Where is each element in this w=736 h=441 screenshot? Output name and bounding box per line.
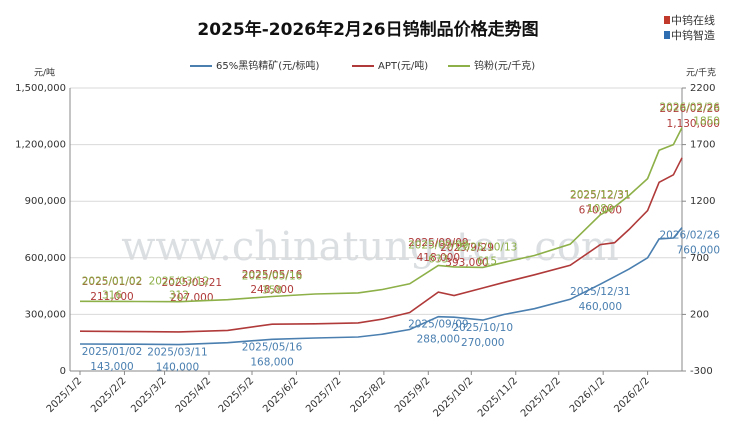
y-axis-label: 元/吨 [34,67,55,79]
y-tick-label: 1,500,000 [15,83,66,94]
annotation-value: 316 [102,289,122,301]
annotation-date: 2025/05/16 [242,271,303,283]
legend-label: APT(元/吨) [378,59,428,72]
annotation-value: 1,130,000 [667,118,720,130]
annotation-value: 358 [262,285,282,297]
annotation-date: 2025/05/16 [242,269,303,281]
annotation-value: 140,000 [156,362,199,374]
series-line [79,227,683,346]
annotation-date: 2025/9/29 [440,242,494,254]
annotation-date: 2025/10/10 [453,322,514,334]
brand-text: 中钨智造 [671,28,715,42]
annotation-date: 2026/02/26 [659,230,720,242]
annotation-date: 2025/12/31 [570,190,631,202]
annotation-value: 615 [477,255,497,267]
legend-label: 钨粉(元/千克) [474,59,535,72]
brand-icon [664,31,670,39]
annotation-date: 2025/09/09 [408,239,469,251]
brand-text: 中钨在线 [671,13,715,27]
annotation-value: 393,000 [445,257,488,269]
y-tick-label: 300,000 [25,309,66,320]
annotation-date: 2025/01/02 [82,275,143,287]
legend-label: 65%黑钨精矿(元/标吨) [216,59,319,72]
annotation-value: 418,000 [417,252,460,264]
annotation-value: 211,000 [90,291,133,303]
annotation-date: 2025/03/12 [149,276,210,288]
y2-tick-label: 200 [690,309,709,320]
annotation-value: 1080 [587,203,614,215]
annotation-date: 2025/10/13 [457,241,518,253]
annotation-value: 670,000 [579,205,622,217]
annotation-value: 248,000 [250,284,293,296]
annotation-date: 2026/02/26 [659,102,720,114]
annotation-value: 760,000 [677,245,720,257]
series-line [79,127,683,303]
series-line [79,157,683,333]
y-tick-label: 1,200,000 [15,140,66,151]
annotation-date: 2025/03/11 [147,347,208,359]
brand-icon [664,16,670,24]
annotation-value: 168,000 [250,356,293,368]
y2-tick-label: 700 [690,253,709,264]
annotation-value: 633 [428,253,448,265]
y2-axis-label: 元/千克 [686,68,716,79]
y-tick-label: 900,000 [25,196,66,207]
annotation-date: 2025/12/31 [570,286,631,298]
y-tick-label: 0 [60,366,66,377]
annotation-date: 2025/09/09 [408,319,469,331]
annotation-value: 312 [169,290,189,302]
y2-tick-label: 1700 [690,140,715,151]
y2-tick-label: -300 [690,366,713,377]
watermark: www.chinatungsten.com [121,224,619,270]
chart-title: 2025年-2026年2月26日钨制品价格走势图 [197,19,538,40]
y2-tick-label: 2200 [690,83,715,94]
annotation-value: 288,000 [417,334,460,346]
annotation-date: 2026/02/26 [659,103,720,115]
annotation-value: 270,000 [461,337,504,349]
annotation-value: 143,000 [90,361,133,373]
annotation-value: 460,000 [579,301,622,313]
y2-tick-label: 1200 [690,196,715,207]
annotation-date: 2025/12/31 [570,189,631,201]
annotation-date: 2025/01/02 [82,346,143,358]
annotation-date: 2025/01/02 [82,276,143,288]
annotation-date: 2025/03/21 [162,277,223,289]
annotation-value: 1850 [693,116,720,128]
annotation-date: 2025/05/16 [242,341,303,353]
y-tick-label: 600,000 [25,253,66,264]
annotation-date: 2025/09/09 [408,237,469,249]
